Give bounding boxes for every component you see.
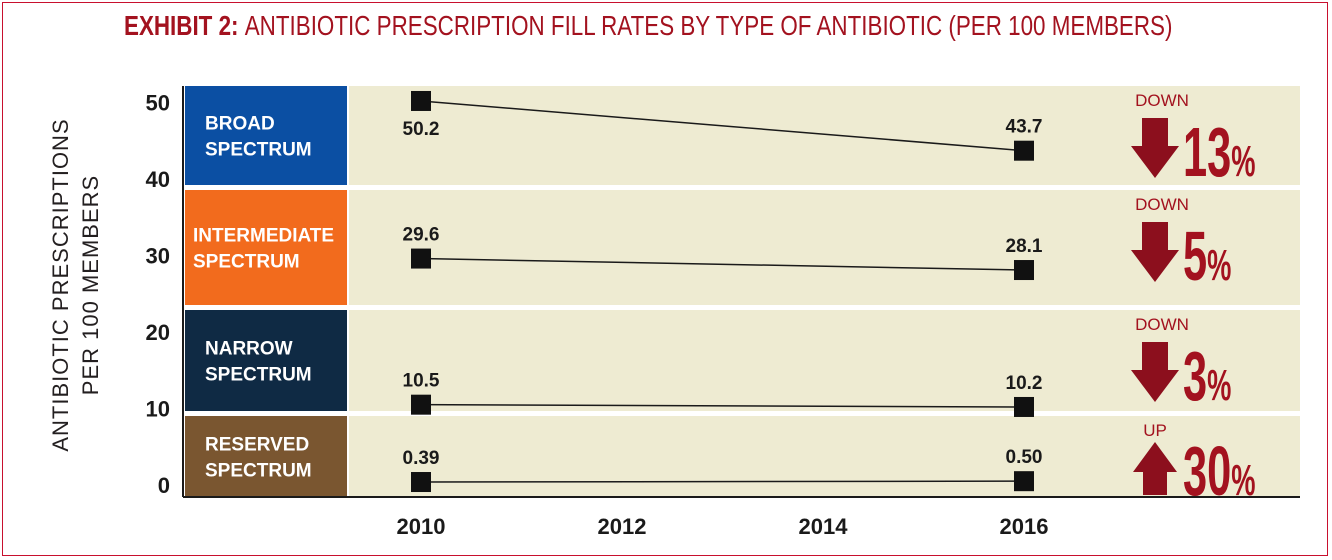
percent-sign-reserved: % [1231, 455, 1255, 504]
band-panel-narrow [349, 310, 1300, 411]
data-label-reserved-2010: 0.39 [403, 448, 440, 469]
category-label-intermediate-line-1: INTERMEDIATE [193, 226, 334, 247]
y-tick-label-20: 20 [146, 320, 170, 345]
data-label-intermediate-2010: 29.6 [403, 225, 440, 246]
data-point-intermediate-2010 [411, 248, 431, 269]
percent-sign-intermediate: % [1207, 240, 1231, 289]
band-panel-broad [349, 86, 1300, 185]
change-percent-group-narrow: 3% [1183, 337, 1231, 415]
change-arrow-down-narrow [1131, 342, 1179, 402]
x-tick-label-2014: 2014 [799, 514, 849, 539]
category-box-intermediate [185, 190, 347, 305]
category-label-broad-line-1: BROAD [205, 114, 275, 135]
category-label-reserved-line-2: SPECTRUM [205, 461, 312, 482]
change-arrow-down-broad [1131, 118, 1179, 178]
y-tick-label-10: 10 [146, 397, 170, 422]
y-tick-label-40: 40 [146, 167, 170, 192]
chart-title: EXHIBIT 2: ANTIBIOTIC PRESCRIPTION FILL … [124, 10, 1172, 42]
y-tick-label-0: 0 [158, 473, 170, 498]
data-label-narrow-2016: 10.2 [1006, 373, 1043, 394]
series-line-narrow [420, 403, 1025, 408]
category-label-intermediate-line-2: SPECTRUM [193, 252, 300, 273]
series-line-reserved [420, 480, 1025, 483]
data-point-reserved-2010 [411, 472, 431, 493]
data-point-intermediate-2016 [1014, 260, 1034, 281]
data-point-broad-2016 [1014, 140, 1034, 161]
x-tick-label-2016: 2016 [1000, 514, 1049, 539]
x-tick-label-2010: 2010 [397, 514, 446, 539]
exhibit-title-text: ANTIBIOTIC PRESCRIPTION FILL RATES BY TY… [244, 10, 1173, 41]
data-point-broad-2010 [411, 90, 431, 111]
category-label-narrow-line-1: NARROW [205, 339, 293, 360]
category-label-narrow-line-2: SPECTRUM [205, 365, 312, 386]
y-tick-label-30: 30 [146, 244, 170, 269]
category-label-broad-line-2: SPECTRUM [205, 140, 312, 161]
change-direction-intermediate: DOWN [1135, 195, 1189, 214]
y-tick-label-50: 50 [146, 91, 170, 116]
change-direction-broad: DOWN [1135, 91, 1189, 110]
data-label-broad-2016: 43.7 [1006, 117, 1043, 138]
data-point-reserved-2016 [1014, 471, 1034, 492]
change-percent-group-reserved: 30% [1183, 432, 1256, 510]
data-label-narrow-2010: 10.5 [403, 371, 440, 392]
change-arrow-down-intermediate [1131, 222, 1179, 282]
percent-sign-narrow: % [1207, 360, 1231, 409]
category-box-reserved [185, 416, 347, 497]
exhibit-label: EXHIBIT 2: [124, 10, 239, 41]
series-line-intermediate [420, 257, 1025, 271]
data-label-broad-2010: 50.2 [403, 119, 440, 140]
category-label-reserved-line-1: RESERVED [205, 435, 309, 456]
band-panel-reserved [349, 416, 1300, 497]
x-tick-label-2012: 2012 [598, 514, 647, 539]
data-point-narrow-2016 [1014, 396, 1034, 417]
category-box-broad [185, 86, 347, 185]
change-arrow-up-reserved [1133, 442, 1177, 495]
change-percent-reserved: 30% [1183, 432, 1256, 510]
data-label-reserved-2016: 0.50 [1006, 447, 1043, 468]
change-percent-narrow: 3% [1183, 337, 1231, 415]
data-label-intermediate-2016: 28.1 [1006, 236, 1043, 257]
change-direction-narrow: DOWN [1135, 315, 1189, 334]
series-line-broad [420, 100, 1025, 152]
change-direction-reserved: UP [1143, 421, 1167, 440]
data-point-narrow-2010 [411, 394, 431, 415]
percent-sign-broad: % [1231, 136, 1255, 185]
category-box-narrow [185, 310, 347, 411]
band-panel-intermediate [349, 190, 1300, 305]
